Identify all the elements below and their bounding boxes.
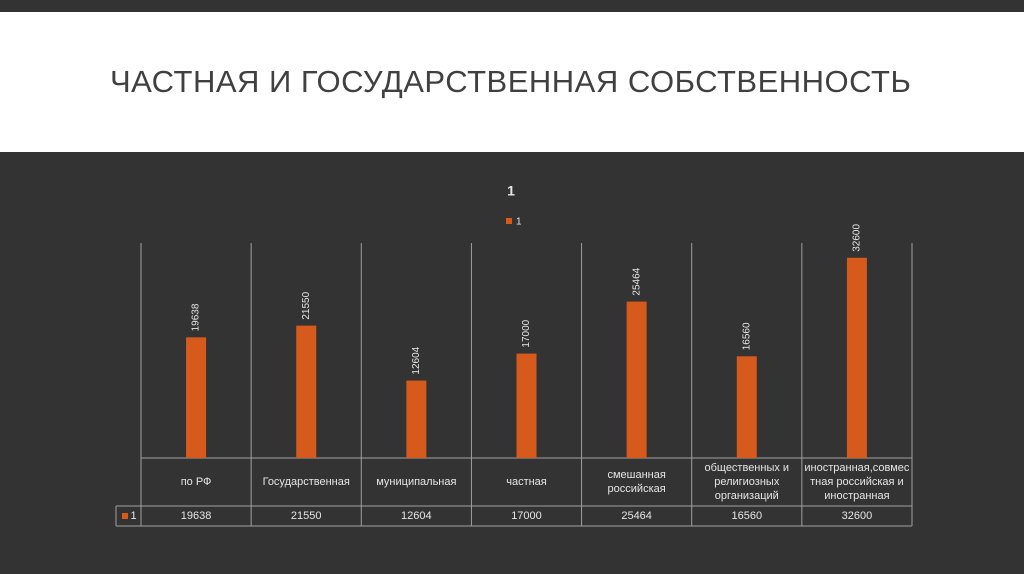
value-label: 16560 [741,322,752,350]
category-label: смешанная российская [607,469,666,495]
value-label: 21550 [301,291,312,319]
category-label: частная [506,476,547,488]
table-value: 19638 [180,510,212,522]
value-label: 12604 [411,346,422,374]
category-label: общественных и религиозных организаций [704,462,790,502]
table-value: 12604 [401,510,432,522]
bar [406,380,427,458]
legend-swatch [506,218,512,224]
table-value: 32600 [841,510,873,522]
bar [846,257,867,458]
value-label: 19638 [191,303,202,331]
category-label: по РФ [180,476,212,488]
table-legend-swatch [122,513,128,519]
table-legend-label: 1 [130,510,137,522]
bar [626,301,647,458]
slide-title: ЧАСТНАЯ И ГОСУДАРСТВЕННАЯ СОБСТВЕННОСТЬ [110,64,912,99]
category-label: муниципальная [376,476,457,488]
legend-label: 1 [516,217,522,228]
table-value: 16560 [731,510,763,522]
bar [736,356,757,458]
value-label: 17000 [521,319,532,347]
category-label: Государственная [262,476,350,488]
value-label: 25464 [631,267,642,295]
bar [516,353,537,458]
value-label: 32600 [852,223,863,251]
title-band [0,12,1024,152]
table-value: 25464 [621,510,652,522]
bar [296,325,317,458]
table-value: 17000 [511,510,542,522]
table-value: 21550 [290,510,322,522]
category-label: иностранная,совместная российская и инос… [804,462,910,502]
chart-title: 1 [507,183,515,199]
bar [186,337,207,458]
